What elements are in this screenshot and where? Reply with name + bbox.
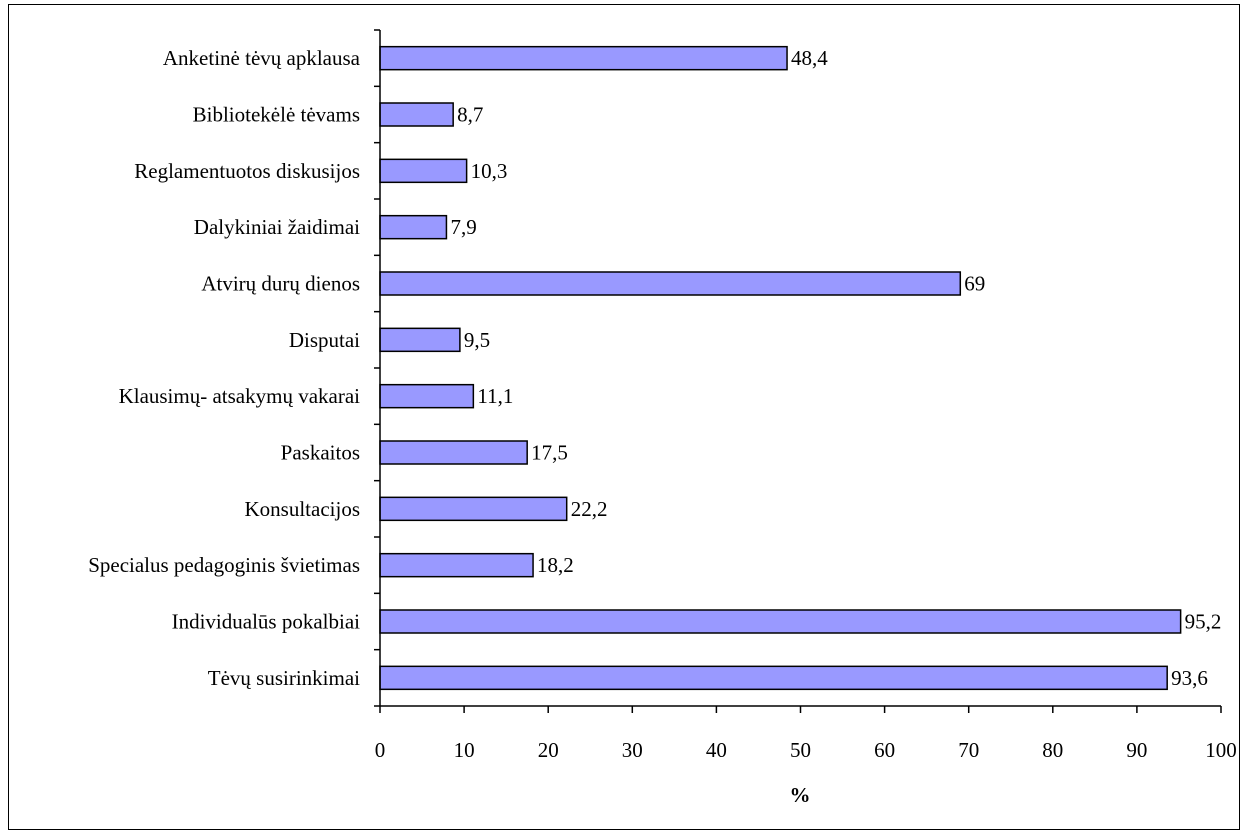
y-tick-label: Dalykiniai žaidimai (194, 215, 360, 239)
bar (379, 496, 568, 522)
bars-group: 48,4 8,7 10,3 7,9 69 9,5 11,1 17,5 22,2 18,2 95,2 9… (379, 45, 1222, 691)
x-tick-label: 10 (454, 738, 475, 762)
y-tick-label: Reglamentuotos diskusijos (134, 159, 360, 183)
data-label: 95,2 (1185, 610, 1222, 634)
y-tick-label: Disputai (289, 328, 360, 352)
bar (379, 214, 448, 240)
y-tick-label: Bibliotekėlė tėvams (193, 103, 360, 127)
data-label: 11,1 (477, 384, 513, 408)
x-tick-label: 30 (622, 738, 643, 762)
bar (379, 102, 454, 127)
y-tick-label: Atvirų durų dienos (201, 272, 360, 296)
data-label: 48,4 (791, 46, 828, 70)
data-label: 93,6 (1171, 666, 1208, 690)
data-label: 22,2 (571, 497, 608, 521)
bar (379, 327, 461, 353)
bar (379, 271, 962, 296)
bar (379, 383, 475, 409)
x-tick-label: 90 (1126, 738, 1147, 762)
y-tick-label: Anketinė tėvų apklausa (163, 46, 361, 70)
x-tick-label: 20 (538, 738, 559, 762)
y-tick-label: Tėvų susirinkimai (208, 666, 360, 690)
data-label: 9,5 (464, 328, 490, 352)
x-tick-label: 0 (375, 738, 386, 762)
data-label: 18,2 (537, 553, 574, 577)
y-tick-label: Klausimų- atsakymų vakarai (119, 384, 361, 408)
y-tick-label: Konsultacijos (245, 497, 361, 521)
x-axis-label: % (790, 783, 811, 807)
bar (379, 665, 1168, 691)
bar (379, 158, 468, 184)
data-label: 10,3 (471, 159, 508, 183)
chart-frame (8, 4, 1240, 830)
bar (379, 440, 528, 465)
bar (379, 552, 534, 578)
bar (379, 609, 1182, 634)
x-tick-label: 80 (1042, 738, 1063, 762)
y-tick-label: Specialus pedagoginis švietimas (88, 553, 360, 577)
data-label: 17,5 (531, 441, 568, 465)
x-tick-label: 100 (1205, 738, 1237, 762)
data-label: 69 (964, 272, 985, 296)
x-tick-label: 40 (706, 738, 727, 762)
axes-group: Anketinė tėvų apklausa Bibliotekėlė tėvam… (88, 29, 1237, 762)
y-tick-label: Individualūs pokalbiai (172, 610, 361, 634)
x-tick-label: 50 (790, 738, 811, 762)
bar (379, 45, 788, 71)
y-tick-label: Paskaitos (281, 441, 360, 465)
x-tick-label: 60 (874, 738, 895, 762)
data-label: 8,7 (457, 103, 483, 127)
data-label: 7,9 (450, 215, 476, 239)
x-tick-label: 70 (958, 738, 979, 762)
